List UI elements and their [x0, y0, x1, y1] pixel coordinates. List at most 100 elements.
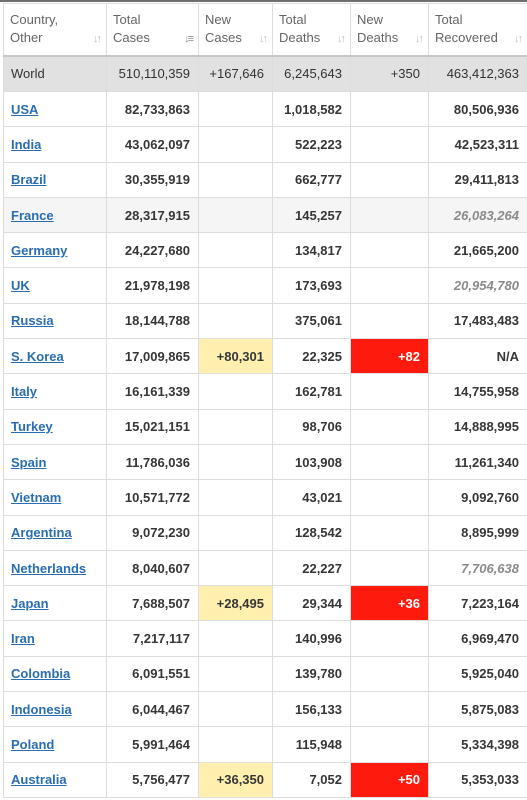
country-link[interactable]: Italy — [11, 384, 38, 400]
sort-desc-icon[interactable]: ↓≡ — [184, 33, 194, 45]
country-link[interactable]: S. Korea — [11, 348, 64, 364]
header-total-recovered[interactable]: Total Recovered ↓↑ — [428, 3, 527, 57]
country-link[interactable]: Australia — [11, 772, 67, 788]
table-row: Indonesia 6,044,467 156,133 5,875,083 — [3, 691, 527, 728]
table-row: Vietnam 10,571,772 43,021 9,092,760 — [3, 479, 527, 516]
header-new-cases-label: New Cases — [205, 12, 242, 45]
total-recovered-cell: 11,261,340 — [428, 443, 527, 481]
new-deaths-cell — [350, 126, 429, 163]
total-cases-cell: 43,062,097 — [106, 126, 199, 163]
country-link[interactable]: Netherlands — [11, 560, 87, 576]
new-deaths-cell — [350, 161, 429, 198]
country-link[interactable]: Japan — [11, 595, 49, 611]
sort-arrows-icon[interactable]: ↓↑ — [93, 33, 102, 45]
table-row: Spain 11,786,036 103,908 11,261,340 — [3, 443, 527, 481]
table-row: Germany 24,227,680 134,817 21,665,200 — [3, 232, 527, 269]
new-cases-cell — [198, 655, 273, 693]
country-link[interactable]: India — [11, 136, 42, 152]
new-cases-cell — [198, 302, 273, 340]
total-recovered-cell: 8,895,999 — [428, 514, 527, 551]
country-link[interactable]: Iran — [11, 631, 35, 647]
total-cases-cell: 28,317,915 — [106, 196, 199, 234]
total-cases-cell: 10,571,772 — [106, 479, 199, 516]
country-cell: Italy — [3, 373, 107, 410]
total-cases-cell: 82,733,863 — [106, 90, 199, 128]
country-link[interactable]: Turkey — [11, 419, 53, 435]
total-deaths-cell: 29,344 — [272, 585, 351, 622]
country-link[interactable]: Brazil — [11, 172, 47, 188]
country-cell: Spain — [3, 443, 107, 481]
new-deaths-cell — [350, 196, 429, 234]
total-recovered-cell: 5,334,398 — [428, 726, 527, 763]
country-link[interactable]: Colombia — [11, 666, 71, 682]
total-deaths-cell: 128,542 — [272, 514, 351, 551]
country-cell: UK — [3, 267, 107, 304]
table-row: Colombia 6,091,551 139,780 5,925,040 — [3, 655, 527, 693]
total-recovered-cell: 17,483,483 — [428, 302, 527, 340]
total-deaths-cell: 375,061 — [272, 302, 351, 340]
new-deaths-cell — [350, 408, 429, 445]
new-deaths-cell — [350, 691, 429, 728]
country-link[interactable]: Spain — [11, 454, 47, 470]
total-deaths-cell: 173,693 — [272, 267, 351, 304]
country-link[interactable]: UK — [11, 278, 30, 294]
country-cell: Colombia — [3, 655, 107, 693]
table-row: Italy 16,161,339 162,781 14,755,958 — [3, 373, 527, 410]
header-total-cases-label: Total Cases — [113, 12, 150, 45]
total-deaths-cell: 22,325 — [272, 338, 351, 375]
world-total-deaths: 6,245,643 — [272, 55, 351, 92]
header-new-cases[interactable]: New Cases ↓↑ — [198, 3, 273, 57]
total-cases-cell: 24,227,680 — [106, 232, 199, 269]
country-link[interactable]: Vietnam — [11, 489, 62, 505]
country-cell: Japan — [3, 585, 107, 622]
total-deaths-cell: 43,021 — [272, 479, 351, 516]
total-recovered-cell: 42,523,311 — [428, 126, 527, 163]
country-cell: Russia — [3, 302, 107, 340]
total-recovered-cell: 21,665,200 — [428, 232, 527, 269]
table-row: Turkey 15,021,151 98,706 14,888,995 — [3, 408, 527, 445]
sort-arrows-icon[interactable]: ↓↑ — [415, 33, 424, 45]
country-link[interactable]: Argentina — [11, 525, 72, 541]
country-link[interactable]: Germany — [11, 242, 68, 258]
new-cases-cell — [198, 126, 273, 163]
country-link[interactable]: USA — [11, 101, 39, 117]
sort-arrows-icon[interactable]: ↓↑ — [259, 33, 268, 45]
country-link[interactable]: Russia — [11, 313, 54, 329]
new-deaths-cell — [350, 302, 429, 340]
total-cases-cell: 9,072,230 — [106, 514, 199, 551]
country-cell: Brazil — [3, 161, 107, 198]
total-deaths-cell: 139,780 — [272, 655, 351, 693]
total-cases-cell: 16,161,339 — [106, 373, 199, 410]
country-link[interactable]: France — [11, 207, 54, 223]
total-deaths-cell: 662,777 — [272, 161, 351, 198]
new-cases-cell — [198, 408, 273, 445]
country-cell: Turkey — [3, 408, 107, 445]
country-cell: Netherlands — [3, 549, 107, 587]
country-link[interactable]: Indonesia — [11, 701, 72, 717]
new-cases-cell — [198, 479, 273, 516]
header-new-deaths[interactable]: New Deaths ↓↑ — [350, 3, 429, 57]
sort-arrows-icon[interactable]: ↓↑ — [514, 33, 523, 45]
new-cases-cell: +36,350 — [198, 761, 273, 798]
total-recovered-cell: 6,969,470 — [428, 620, 527, 657]
covid-stats-table: Country, Other ↓↑ Total Cases ↓≡ New Cas… — [3, 3, 527, 798]
new-cases-cell — [198, 620, 273, 657]
country-cell: Vietnam — [3, 479, 107, 516]
total-cases-cell: 6,091,551 — [106, 655, 199, 693]
new-cases-cell — [198, 549, 273, 587]
header-total-deaths[interactable]: Total Deaths ↓↑ — [272, 3, 351, 57]
table-header-row: Country, Other ↓↑ Total Cases ↓≡ New Cas… — [3, 3, 527, 57]
total-cases-cell: 11,786,036 — [106, 443, 199, 481]
country-cell: France — [3, 196, 107, 234]
table-row: USA 82,733,863 1,018,582 80,506,936 — [3, 90, 527, 128]
table-row: Poland 5,991,464 115,948 5,334,398 — [3, 726, 527, 763]
header-country[interactable]: Country, Other ↓↑ — [3, 3, 107, 57]
new-deaths-cell — [350, 443, 429, 481]
total-deaths-cell: 162,781 — [272, 373, 351, 410]
header-total-cases[interactable]: Total Cases ↓≡ — [106, 3, 199, 57]
sort-arrows-icon[interactable]: ↓↑ — [337, 33, 346, 45]
total-recovered-cell: 5,875,083 — [428, 691, 527, 728]
country-link[interactable]: Poland — [11, 736, 55, 752]
world-total-cases: 510,110,359 — [106, 55, 199, 92]
new-deaths-cell: +82 — [350, 338, 429, 375]
